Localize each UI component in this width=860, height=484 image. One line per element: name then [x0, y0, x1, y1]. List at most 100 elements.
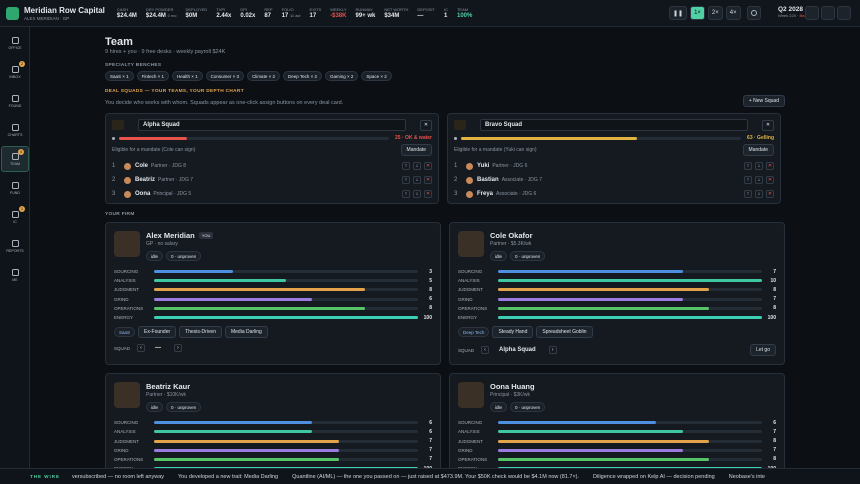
squad-name[interactable]: Alpha Squad — [138, 119, 406, 131]
stat-number: 17 — [309, 13, 317, 19]
wire: THE WIRE versubscribed — no room left any… — [0, 468, 860, 484]
trait: Thesis-Driven — [179, 326, 222, 339]
new-squad[interactable]: + New Squad — [742, 95, 785, 107]
skill-label: GRIND — [458, 447, 473, 453]
member-meta: Partner · JDG 6 — [492, 163, 528, 169]
skill-label: ANALYSIS — [458, 278, 480, 284]
squad-name[interactable]: Bravo Squad — [480, 119, 748, 131]
nav-item[interactable]: ME — [1, 262, 29, 288]
stat-row: OPERATIONS 8 — [114, 304, 432, 313]
top-bar: Meridian Row Capital ALEX MERIDIAN · GP C… — [0, 0, 860, 27]
stat: DEPOSIT — — [417, 7, 435, 19]
person-role: Partner · $10K/wk — [146, 392, 187, 399]
nav-item[interactable]: CHARTS — [1, 117, 29, 143]
mandate[interactable]: Mandate — [400, 144, 432, 156]
person-head: Oona Huang Principal · $3K/wk idle 0 · unpr… — [458, 382, 776, 413]
skill-fill — [498, 421, 657, 425]
nav-label: OFFICE — [8, 45, 22, 50]
notify[interactable] — [821, 6, 835, 20]
squad-next[interactable]: › — [174, 344, 183, 353]
member-remove[interactable]: ✕ — [766, 190, 774, 198]
member-up[interactable]: ↑ — [744, 190, 752, 198]
chem-text: 63 · Gelling — [747, 135, 774, 141]
quarter: Q2 2028 — [778, 6, 803, 13]
squad-next[interactable]: › — [548, 346, 557, 355]
person-chips: idle 0 · unproven — [146, 251, 213, 261]
skill-label: ENERGY — [114, 315, 134, 321]
nav-item[interactable]: REPORTS — [1, 233, 29, 259]
nav-badge: 4 — [18, 149, 24, 155]
stat: DEPLOYED $0M — [186, 7, 208, 19]
nav-item[interactable]: IC 1 — [1, 204, 29, 230]
stat-row: GRIND 6 — [114, 295, 432, 304]
nav-icon — [11, 65, 19, 73]
speed[interactable]: 4× — [725, 6, 741, 20]
person-chips: idle 0 · unproven — [146, 402, 202, 413]
skill-value: 100 — [418, 466, 432, 468]
nav-item[interactable]: FUND — [1, 175, 29, 201]
skill-value: 7 — [773, 296, 776, 303]
member-down[interactable]: ↓ — [413, 176, 421, 184]
nav-item[interactable]: OFFICE — [1, 30, 29, 56]
help[interactable] — [805, 6, 819, 20]
member-remove[interactable]: ✕ — [424, 176, 432, 184]
firm-title: YOUR FIRM — [105, 212, 135, 217]
speed[interactable]: 1× — [690, 6, 705, 20]
squads-desc: You decide who works with whom. Squads a… — [105, 99, 344, 106]
member-remove[interactable]: ✕ — [766, 176, 774, 184]
squad-delete[interactable]: ✕ — [762, 119, 774, 131]
stat-value: 17 11 act — [282, 13, 301, 19]
person-card: Alex Meridian YOU GP · no salary idle 0 · un… — [105, 222, 441, 366]
stat-row: ENERGY 100 — [458, 313, 776, 322]
member-up[interactable]: ↑ — [402, 162, 410, 170]
member-rank: 3 — [454, 191, 458, 197]
member-down[interactable]: ↓ — [755, 162, 763, 170]
member-down[interactable]: ↓ — [755, 176, 763, 184]
member-remove[interactable]: ✕ — [424, 162, 432, 170]
skill-track — [154, 448, 418, 452]
squad-delete[interactable]: ✕ — [420, 119, 432, 131]
skill-track — [154, 467, 418, 468]
settings[interactable] — [746, 6, 761, 20]
person-name-row: Beatriz Kaur — [146, 382, 201, 391]
stat: WEEKLY -$38K — [330, 7, 346, 19]
stat-sub: 0 mo — [167, 13, 177, 18]
nav-item[interactable]: TEAM 4 — [1, 146, 29, 172]
speed[interactable]: 2× — [707, 6, 723, 20]
member-name: Yuki — [477, 163, 490, 169]
nav-item[interactable]: FOUND — [1, 88, 29, 114]
pause[interactable]: ❚❚ — [669, 6, 688, 20]
stat-label: DRY POWDER — [145, 7, 174, 12]
mandate[interactable]: Mandate — [742, 144, 774, 156]
squad-prev[interactable]: ‹ — [137, 344, 146, 353]
skill-track — [154, 439, 418, 443]
nav-icon — [11, 268, 19, 276]
member-name: Freya — [477, 191, 494, 197]
person-chips: idle 0 · unproven — [490, 402, 546, 413]
skill-value: 100 — [423, 314, 432, 321]
member-down[interactable]: ↓ — [413, 190, 421, 198]
member-up[interactable]: ↑ — [744, 162, 752, 170]
skill-track — [154, 279, 418, 283]
skill-track — [154, 270, 418, 274]
member-down[interactable]: ↓ — [755, 190, 763, 198]
skill-fill — [154, 421, 313, 425]
member-up[interactable]: ↑ — [744, 176, 752, 184]
member-remove[interactable]: ✕ — [766, 162, 774, 170]
member-up[interactable]: ↑ — [402, 190, 410, 198]
let-go[interactable]: Let go — [750, 344, 776, 357]
member-avatar — [466, 190, 473, 198]
menu[interactable] — [837, 6, 851, 20]
stat-row: SOURCING 6 — [114, 418, 432, 427]
skill-fill — [154, 448, 339, 452]
member-down[interactable]: ↓ — [413, 162, 421, 170]
skill-label: OPERATIONS — [458, 456, 488, 462]
squad-member: 3 Oona Principal · JDG 5 ↑ ↓ ✕ — [112, 190, 432, 198]
member-remove[interactable]: ✕ — [424, 190, 432, 198]
user: ALEX MERIDIAN · GP — [24, 15, 70, 21]
squad-prev[interactable]: ‹ — [481, 346, 490, 355]
stat-label: DEPOSIT — [417, 7, 435, 12]
member-up[interactable]: ↑ — [402, 176, 410, 184]
nav-item[interactable]: INBOX 2 — [1, 59, 29, 85]
stat-value: $34M — [384, 13, 408, 19]
